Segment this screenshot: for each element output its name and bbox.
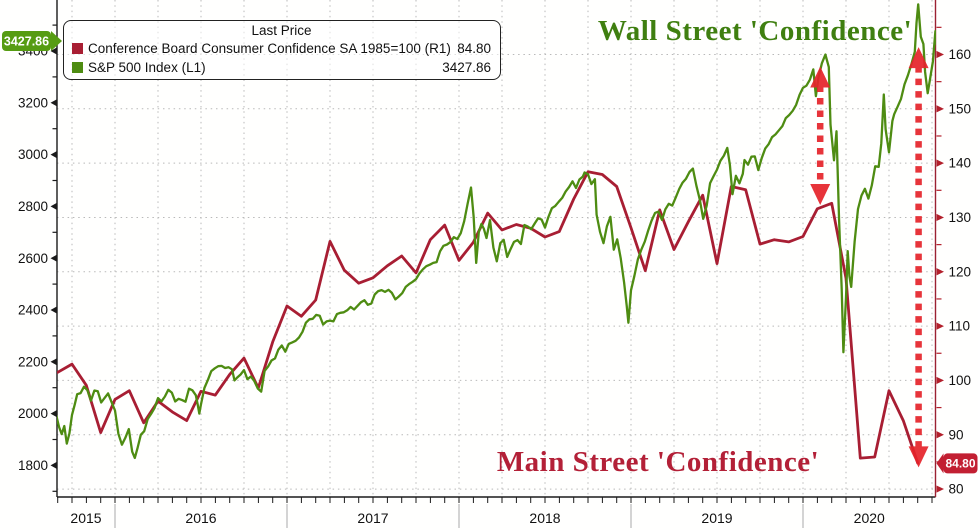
right-axis-tick-label: 110 (949, 319, 971, 334)
divergence-arrows (810, 47, 929, 468)
x-axis-year-label: 2019 (701, 510, 732, 526)
wall-street-annotation: Wall Street 'Confidence' (597, 15, 913, 47)
left-axis-tick-label: 2000 (18, 406, 48, 421)
right-axis-tick-label: 140 (949, 156, 972, 171)
left-axis-tick-label: 2800 (18, 199, 48, 214)
confidence-series-value: 84.80 (457, 41, 491, 56)
confidence-last-price-badge: 84.80 (936, 453, 978, 474)
sp500-color-swatch-icon (72, 62, 83, 73)
left-axis-tick-label: 1800 (18, 458, 48, 473)
right-axis-tick-label: 80 (949, 482, 964, 497)
legend: Last Price Conference Board Consumer Con… (63, 20, 501, 80)
left-axis-tick-label: 2600 (18, 251, 48, 266)
right-axis-tick-label: 130 (949, 210, 972, 225)
left-axis-tick-label: 3000 (18, 147, 48, 162)
confidence-color-swatch-icon (72, 43, 83, 54)
right-axis-tick-label: 90 (949, 427, 964, 442)
legend-title: Last Price (251, 23, 312, 38)
confidence-last-price-label: 84.80 (945, 457, 975, 471)
x-axis-year-label: 2016 (185, 510, 216, 526)
x-axis-year-label: 2018 (529, 510, 560, 526)
right-axis-tick-label: 160 (949, 47, 972, 62)
series-line-R1 (57, 170, 920, 465)
legend-item-sp500: S&P 500 Index (L1) 3427.86 (72, 58, 491, 77)
series-line-L1 (57, 3, 936, 460)
left-axis-tick-label: 2200 (18, 354, 48, 369)
x-axis-year-label: 2020 (854, 510, 885, 526)
series-lines (57, 3, 936, 465)
left-axis-tick-label: 3200 (18, 95, 48, 110)
right-axis-tick-label: 120 (949, 264, 972, 279)
divergence-arrow (810, 66, 831, 205)
axes: 3400320030002800260024002200200018001601… (18, 0, 971, 503)
x-axis-year-label: 2015 (70, 510, 101, 526)
x-axis-labels: 2015 2016 2017 2018 2019 2020 (70, 504, 885, 528)
right-axis-tick-label: 150 (949, 101, 972, 116)
main-street-annotation: Main Street 'Confidence' (496, 446, 820, 478)
divergence-arrow (908, 47, 929, 468)
confidence-series-label: Conference Board Consumer Confidence SA … (88, 41, 451, 56)
sp500-series-value: 3427.86 (442, 60, 491, 75)
sp500-series-label: S&P 500 Index (L1) (88, 60, 206, 75)
legend-item-confidence: Conference Board Consumer Confidence SA … (72, 39, 491, 58)
left-axis-tick-label: 2400 (18, 303, 48, 318)
sp500-last-price-badge: 3427.86 (2, 31, 62, 51)
gridlines (57, 0, 936, 497)
x-axis-year-label: 2017 (357, 510, 388, 526)
right-axis-tick-label: 100 (949, 373, 972, 388)
sp500-last-price-label: 3427.86 (4, 35, 49, 49)
